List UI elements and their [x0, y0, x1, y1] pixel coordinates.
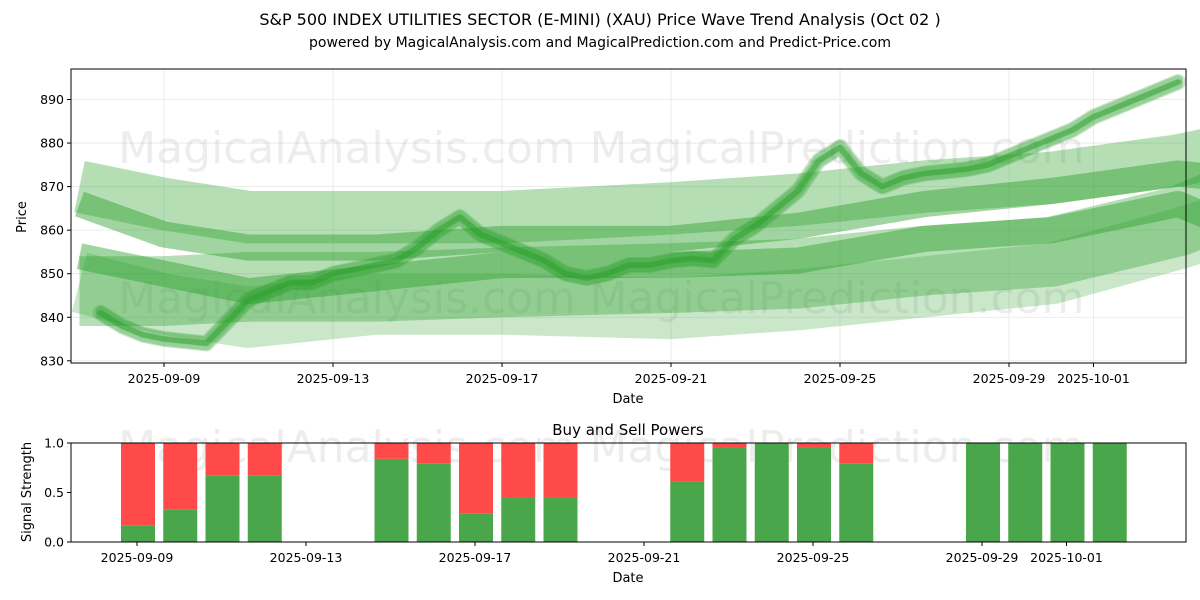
wave-band-lower-long	[79, 174, 1200, 326]
power-x-tick-label: 2025-09-21	[608, 550, 681, 565]
power-y-ticks: 0.0 0.5 1.0	[44, 436, 71, 550]
watermark-top-left: MagicalAnalysis.com	[118, 123, 576, 174]
price-plot-frame	[70, 68, 1187, 364]
sell-bar	[543, 443, 578, 498]
sell-bar	[121, 443, 155, 526]
watermark-mid-right: MagicalPrediction.com	[590, 273, 1085, 324]
price-x-tick-label: 2025-09-09	[128, 371, 201, 386]
watermark-top-right: MagicalPrediction.com	[590, 123, 1085, 174]
price-x-tick-label: 2025-09-21	[635, 371, 708, 386]
power-x-tick-label: 2025-09-13	[270, 550, 343, 565]
sell-bar	[205, 443, 240, 476]
price-wave-layer	[98, 79, 1181, 346]
buy-bar	[459, 513, 493, 542]
price-y-axis-label: Price	[15, 201, 30, 233]
price-wave-path	[92, 74, 1186, 352]
power-x-tick-label: 2025-09-17	[439, 550, 512, 565]
sell-bar	[374, 443, 409, 459]
price-wave-layer	[95, 79, 1183, 351]
buy-bar	[797, 447, 831, 542]
chart-subtitle: powered by MagicalAnalysis.com and Magic…	[309, 35, 891, 51]
sell-bar	[501, 443, 536, 498]
price-y-tick-label: 860	[40, 223, 64, 238]
buy-bar	[712, 447, 747, 542]
sell-bar	[839, 443, 874, 464]
power-y-tick-label: 0.5	[44, 485, 64, 500]
price-y-ticks: 830 840 850 860 870 880 890	[40, 92, 71, 368]
wave-band-upper-long	[74, 129, 1200, 244]
buy-bar	[163, 509, 198, 542]
wave-band-base	[71, 200, 1200, 348]
power-x-tick-label: 2025-09-29	[946, 550, 1019, 565]
sell-bar	[670, 443, 705, 482]
buy-bar	[501, 497, 536, 542]
price-grid	[71, 69, 1186, 363]
price-y-tick-label: 850	[40, 266, 64, 281]
buy-bar	[1092, 443, 1127, 542]
price-x-axis-label: Date	[612, 392, 643, 407]
buy-bar	[247, 475, 282, 542]
power-x-tick-label: 2025-09-25	[777, 550, 850, 565]
price-wave-layer	[92, 74, 1186, 352]
buy-bar	[966, 443, 1000, 542]
buy-bar	[205, 475, 240, 542]
power-bars	[121, 443, 1127, 542]
watermark-mid-left: MagicalAnalysis.com	[118, 273, 576, 324]
sell-bar	[163, 443, 198, 510]
power-y-tick-label: 0.0	[44, 535, 64, 550]
power-x-tick-label: 2025-10-01	[1030, 550, 1103, 565]
price-x-tick-label: 2025-10-01	[1057, 371, 1130, 386]
price-y-tick-label: 830	[40, 353, 64, 368]
wave-bands	[71, 129, 1200, 348]
price-wave-layer	[95, 75, 1183, 347]
buy-bar	[121, 525, 155, 542]
buy-bar	[1050, 443, 1085, 542]
power-x-axis-label: Date	[612, 571, 643, 586]
chart-title: S&P 500 INDEX UTILITIES SECTOR (E-MINI) …	[259, 10, 940, 29]
buy-bar	[670, 481, 705, 542]
price-x-ticks: 2025-09-09 2025-09-13 2025-09-17 2025-09-21…	[128, 363, 1130, 386]
buy-bar	[416, 463, 451, 542]
power-chart-title: Buy and Sell Powers	[552, 421, 704, 439]
sell-bar	[797, 443, 831, 448]
buy-bar	[839, 463, 874, 542]
wave-band-upper-mid	[75, 160, 1200, 261]
buy-bar	[1008, 443, 1043, 542]
wave-band-lower-mid	[76, 190, 1200, 305]
price-x-tick-label: 2025-09-29	[973, 371, 1046, 386]
price-wave-chart: MagicalAnalysis.com MagicalPrediction.co…	[15, 68, 1200, 407]
price-x-tick-label: 2025-09-13	[297, 371, 370, 386]
sell-bar	[459, 443, 493, 514]
sell-bar	[712, 443, 747, 448]
buy-sell-power-chart: Buy and Sell Powers MagicalAnalysis.com …	[20, 421, 1187, 586]
power-y-tick-label: 1.0	[44, 436, 64, 451]
power-x-ticks: 2025-09-09 2025-09-13 2025-09-17 2025-09-21…	[101, 542, 1103, 565]
sell-bar	[416, 443, 451, 464]
price-plot-area	[71, 69, 1186, 363]
power-y-axis-label: Signal Strength	[20, 442, 35, 542]
sell-bar	[247, 443, 282, 476]
buy-bar	[754, 443, 789, 542]
price-x-tick-label: 2025-09-25	[804, 371, 877, 386]
price-y-tick-label: 880	[40, 136, 64, 151]
power-x-tick-label: 2025-09-09	[101, 550, 174, 565]
buy-bar	[543, 497, 578, 542]
buy-bar	[374, 458, 409, 542]
price-x-tick-label: 2025-09-17	[466, 371, 539, 386]
price-y-tick-label: 890	[40, 92, 64, 107]
price-y-tick-label: 870	[40, 179, 64, 194]
price-y-tick-label: 840	[40, 310, 64, 325]
